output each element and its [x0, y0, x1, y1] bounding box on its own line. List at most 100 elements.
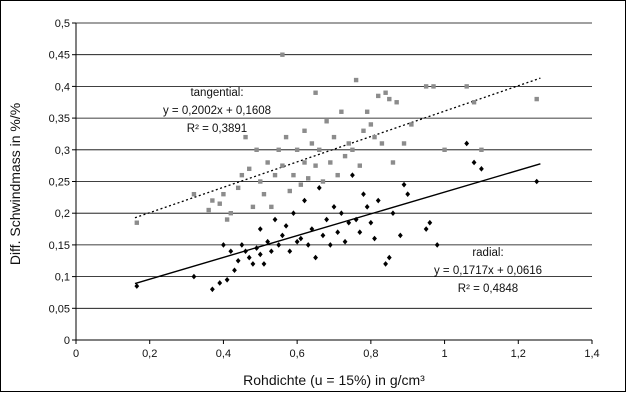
- tangential-point: [364, 109, 370, 114]
- y-tick-label: 0,35: [49, 113, 70, 125]
- radial-point: [243, 248, 248, 255]
- tangential-point: [401, 141, 407, 146]
- radial-point: [280, 232, 285, 239]
- tangential-point: [206, 207, 211, 213]
- tangential-point: [394, 100, 399, 105]
- y-tick-label: 0,25: [49, 177, 70, 189]
- tangential-point: [276, 147, 281, 152]
- tangential-point: [302, 160, 307, 165]
- tangential-point: [442, 147, 447, 152]
- grid-lines: [76, 22, 592, 309]
- tangential-point: [376, 93, 381, 99]
- radial-point: [464, 140, 470, 147]
- tangential-point: [383, 90, 388, 95]
- tangential-point: [423, 84, 429, 89]
- radial-point: [471, 159, 477, 166]
- tangential-equation: y = 0,2002x + 0,1608: [163, 105, 271, 117]
- radial-point: [224, 276, 230, 283]
- tangential-point: [247, 166, 252, 172]
- radial-point: [257, 226, 263, 232]
- radial-point: [191, 273, 197, 280]
- radial-point: [228, 248, 234, 255]
- tangential-point: [221, 191, 226, 197]
- radial-point: [357, 229, 363, 236]
- tangential-point: [280, 52, 285, 57]
- tangential-label: tangential:: [190, 87, 243, 99]
- radial-point: [302, 197, 307, 204]
- radial-point: [265, 238, 271, 245]
- radial-point: [257, 251, 263, 258]
- tangential-point: [298, 182, 304, 187]
- y-tick-label: 0,5: [55, 18, 70, 30]
- radial-point: [383, 261, 388, 267]
- radial-point: [250, 261, 256, 267]
- tangential-point: [134, 220, 140, 225]
- y-tick-label: 0,15: [49, 240, 70, 252]
- tangential-point: [342, 153, 348, 159]
- x-tick-label: 0: [73, 348, 79, 360]
- y-tick-label: 0,45: [49, 50, 70, 62]
- x-tick-label: 0,8: [363, 348, 378, 360]
- tangential-point: [228, 211, 233, 216]
- radial-equation: y = 0,1717x + 0,0616: [434, 265, 542, 277]
- radial-point: [331, 204, 337, 210]
- tangential-point: [224, 217, 230, 222]
- tangential-point: [346, 141, 351, 146]
- tangential-point: [250, 204, 256, 210]
- tangential-point: [387, 96, 392, 102]
- x-tick-label: 1: [442, 348, 448, 360]
- radial-point: [283, 223, 289, 229]
- tangential-point: [283, 134, 289, 140]
- y-tick-label: 0,1: [55, 272, 70, 284]
- tangential-point: [313, 163, 318, 168]
- radial-point: [272, 216, 278, 223]
- x-axis-title: Rohdichte (u = 15%) in g/cm³: [243, 372, 425, 388]
- tangential-point: [361, 128, 366, 133]
- tangential-point: [464, 84, 469, 89]
- radial-point: [364, 204, 370, 210]
- radial-point: [134, 283, 140, 289]
- y-tick-label: 0,3: [55, 145, 70, 157]
- radial-trendline: [134, 163, 541, 285]
- radial-point: [401, 181, 407, 188]
- radial-point: [338, 210, 344, 216]
- axes: [72, 22, 593, 344]
- radial-point: [361, 191, 366, 197]
- tangential-point: [317, 147, 322, 152]
- radial-point: [294, 238, 300, 245]
- radial-point: [386, 254, 392, 261]
- tangential-point: [235, 185, 241, 191]
- tangential-point: [339, 109, 344, 114]
- radial-point: [327, 242, 333, 248]
- radial-point: [353, 216, 359, 223]
- radial-point: [397, 232, 403, 239]
- tangential-point: [379, 141, 385, 146]
- tangential-point: [471, 100, 477, 105]
- tangential-point: [254, 147, 259, 152]
- tangential-point: [479, 147, 484, 152]
- radial-point: [390, 210, 396, 216]
- tangential-point: [258, 179, 263, 184]
- radial-point: [305, 242, 311, 248]
- radial-point: [316, 185, 322, 191]
- tangential-point: [243, 134, 248, 140]
- radial-label: radial:: [472, 247, 503, 259]
- radial-point: [287, 248, 293, 255]
- radial-point: [246, 254, 252, 261]
- tangential-point: [309, 141, 315, 146]
- tangential-point: [534, 96, 539, 102]
- tangential-point: [331, 134, 337, 140]
- tangential-point: [306, 176, 311, 181]
- tangential-r2: R² = 0,3891: [187, 123, 247, 135]
- tangential-point: [269, 204, 274, 210]
- tangential-point: [302, 128, 307, 133]
- y-tick-label: 0,4: [55, 81, 70, 93]
- radial-point: [261, 261, 267, 267]
- tangential-point: [280, 163, 285, 168]
- y-tick-label: 0: [64, 335, 70, 347]
- data-points: [134, 52, 540, 293]
- x-tick-label: 0,4: [216, 348, 231, 360]
